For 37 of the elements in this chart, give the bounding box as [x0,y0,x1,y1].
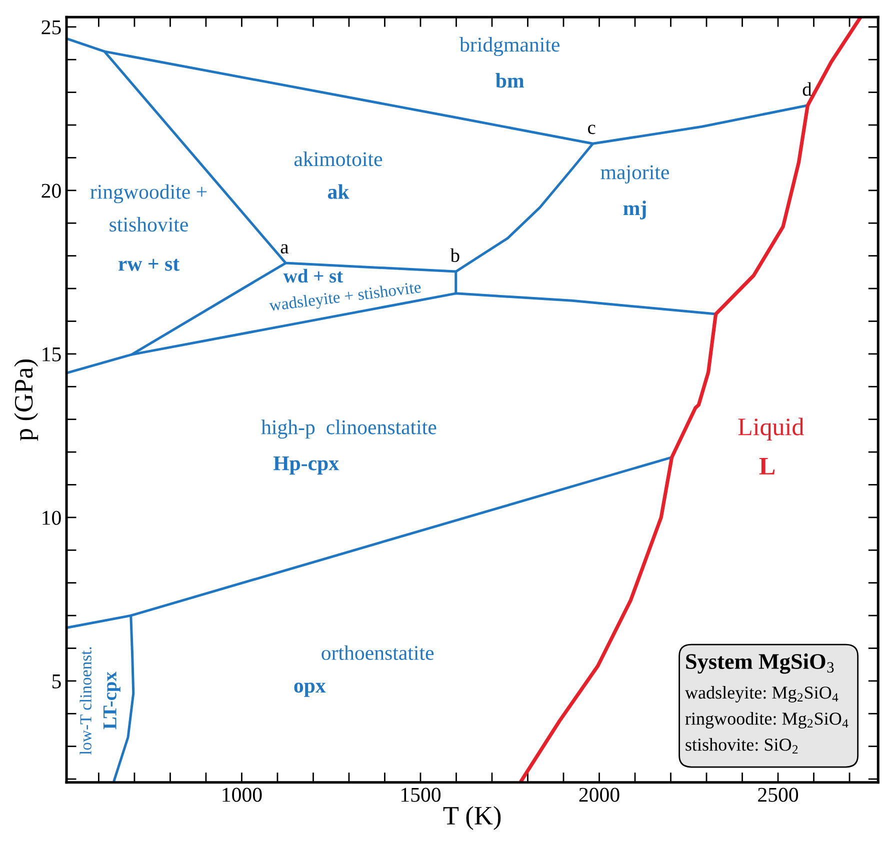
annotation: akimotoite [294,152,382,166]
annotation: low-T clinoenst. [80,647,92,755]
annotation: stishovite: SiO$_{2}$ [686,738,798,754]
annotation: bm [496,73,524,88]
annotation: LT-cpx [104,672,120,730]
annotation: System MgSiO$_{3}$ [686,653,834,674]
annotation: majorite [600,165,669,184]
annotation: b [450,248,460,262]
annotation: mj [623,200,646,220]
annotation: wd + st [283,268,343,283]
y-tick-label: 20 [42,184,61,198]
annotation: stishovite [110,216,188,232]
x-tick-label: 1500 [401,788,441,802]
y-axis-title: p (GPa) [14,359,38,441]
annotation: wadsleyite: Mg$_{2}$SiO$_{4}$ [684,686,838,702]
annotation: Hp-cpx [273,456,339,475]
annotation: ak [328,184,350,199]
annotation: d [802,82,812,96]
y-tick-label: 10 [42,510,61,525]
annotation: L [759,458,775,474]
annotation: ringwoodite + [90,184,207,204]
annotation: c [588,124,596,134]
annotation: orthoenstatite [322,645,434,660]
y-tick-label: 25 [42,20,61,34]
annotation: a [280,244,289,254]
x-axis-title: T (K) [443,806,501,830]
y-tick-label: 15 [42,347,61,362]
annotation: opx [294,682,326,697]
annotation: Liquid [738,418,804,440]
annotation: ringwoodite: Mg$_{2}$SiO$_{4}$ [685,712,848,728]
annotation: bridgmanite [460,37,560,56]
x-tick-label: 2000 [579,788,620,802]
y-tick-label: 5 [52,674,61,688]
x-tick-label: 1000 [222,788,262,802]
x-tick-label: 2500 [758,788,798,802]
annotation: high-p clinoenstatite [261,420,436,439]
annotation: rw + st [118,258,180,271]
